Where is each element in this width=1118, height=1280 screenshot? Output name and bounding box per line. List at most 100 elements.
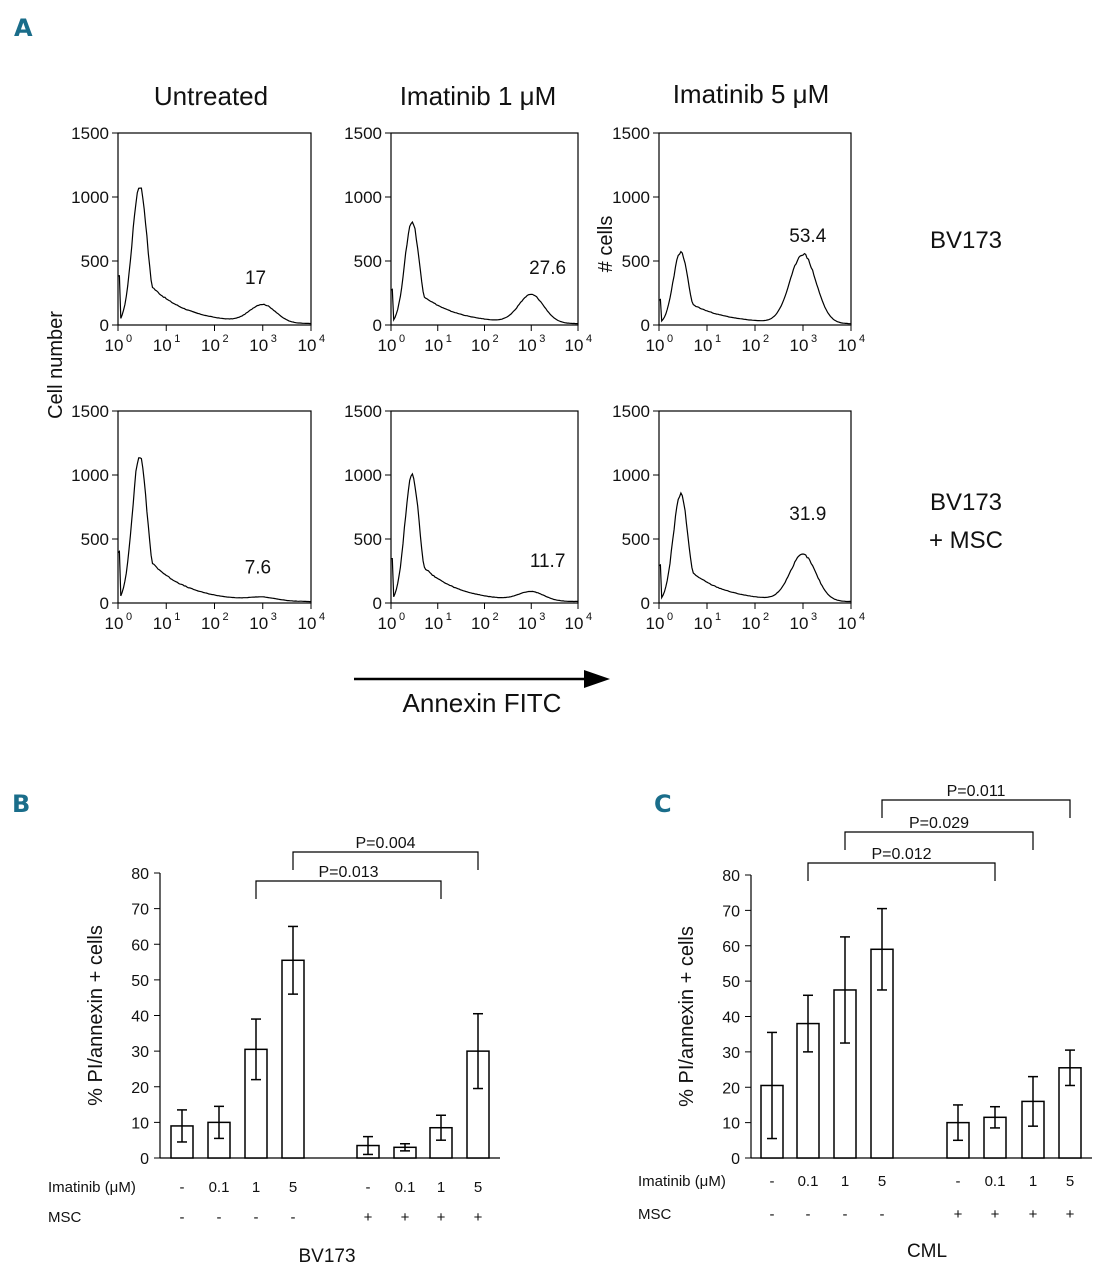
y-tick-label: 50 xyxy=(722,974,740,991)
imatinib-dose-label: 5 xyxy=(1066,1173,1074,1190)
x-tick-exponent: 1 xyxy=(446,333,452,345)
x-tick-label: 10 xyxy=(838,614,857,633)
y-tick-label: 80 xyxy=(131,866,149,883)
x-tick-label: 10 xyxy=(153,336,172,355)
msc-label: - xyxy=(217,1209,222,1226)
histogram-frame xyxy=(117,132,312,326)
x-tick-exponent: 2 xyxy=(492,611,498,623)
x-tick-label: 10 xyxy=(518,614,537,633)
y-tick-label: 20 xyxy=(722,1080,740,1097)
flow-y-label-alt: # cells xyxy=(595,216,617,273)
y-tick-label: 500 xyxy=(622,252,650,271)
y-tick-label: 40 xyxy=(131,1009,149,1026)
x-tick-exponent: 3 xyxy=(271,333,277,345)
x-tick-label: 10 xyxy=(105,614,124,633)
y-tick-label: 500 xyxy=(622,530,650,549)
p-value-label: P=0.012 xyxy=(871,846,931,863)
x-tick-exponent: 4 xyxy=(586,611,592,623)
x-tick-label: 10 xyxy=(790,614,809,633)
annexin-arrow-head xyxy=(584,670,610,688)
histogram-trace xyxy=(391,472,579,603)
y-tick-label: 60 xyxy=(131,937,149,954)
msc-label: + xyxy=(954,1206,963,1223)
histogram-trace xyxy=(390,220,578,325)
x-tick-label: 10 xyxy=(694,614,713,633)
imatinib-dose-label: 5 xyxy=(878,1173,886,1190)
msc-label: - xyxy=(843,1206,848,1223)
x-tick-label: 10 xyxy=(646,614,665,633)
x-tick-label: 10 xyxy=(646,336,665,355)
y-tick-label: 1500 xyxy=(612,124,650,143)
x-tick-label: 10 xyxy=(424,614,443,633)
x-tick-label: 10 xyxy=(694,336,713,355)
x-tick-exponent: 4 xyxy=(859,333,865,345)
p-value-bracket xyxy=(255,880,442,899)
x-tick-exponent: 1 xyxy=(174,333,180,345)
x-tick-label: 10 xyxy=(298,614,317,633)
imatinib-dose-label: 1 xyxy=(841,1173,849,1190)
histogram-frame xyxy=(390,410,579,604)
y-tick-label: 30 xyxy=(131,1044,149,1061)
column-title-untreated: Untreated xyxy=(154,81,268,111)
imatinib-dose-label: 1 xyxy=(437,1179,445,1196)
y-tick-label: 70 xyxy=(131,902,149,919)
y-tick-label: 0 xyxy=(373,594,382,613)
y-tick-label: 1000 xyxy=(71,466,109,485)
y-tick-label: 500 xyxy=(354,252,382,271)
x-tick-exponent: 3 xyxy=(811,333,817,345)
y-tick-label: 500 xyxy=(354,530,382,549)
x-tick-exponent: 3 xyxy=(539,611,545,623)
y-tick-label: 1000 xyxy=(344,188,382,207)
imatinib-dose-label: - xyxy=(180,1179,185,1196)
x-tick-label: 10 xyxy=(471,614,490,633)
group-label: BV173 xyxy=(298,1246,355,1267)
imatinib-dose-label: - xyxy=(366,1179,371,1196)
y-tick-label: 30 xyxy=(722,1045,740,1062)
imatinib-dose-label: 5 xyxy=(289,1179,297,1196)
y-tick-label: 80 xyxy=(722,868,740,885)
y-tick-label: 0 xyxy=(373,316,382,335)
bar-chart-cml: 0 10 20 30 40 50 60 70 80 % PI/annexin + cells - - 0… xyxy=(638,783,1092,1262)
histogram-frame xyxy=(390,132,579,326)
msc-label: + xyxy=(364,1209,373,1226)
x-tick-label: 10 xyxy=(201,336,220,355)
row-label-bv173: BV173 xyxy=(930,227,1002,254)
bar-chart-bv173: 0 10 20 30 40 50 60 70 80 % PI/annexin + cells - - 0… xyxy=(48,835,500,1267)
apoptosis-percentage: 53.4 xyxy=(789,226,826,247)
imatinib-dose-label: 0.1 xyxy=(209,1179,230,1196)
y-tick-label: 1500 xyxy=(71,402,109,421)
flow-y-label: Cell number xyxy=(45,311,67,419)
x-tick-exponent: 0 xyxy=(667,611,673,623)
y-tick-label: 1500 xyxy=(71,124,109,143)
x-tick-exponent: 4 xyxy=(859,611,865,623)
msc-label: - xyxy=(254,1209,259,1226)
x-tick-exponent: 1 xyxy=(174,611,180,623)
x-tick-exponent: 2 xyxy=(222,611,228,623)
p-value-label: P=0.004 xyxy=(355,835,415,852)
y-tick-label: 10 xyxy=(722,1116,740,1133)
x-tick-exponent: 0 xyxy=(667,333,673,345)
x-tick-label: 10 xyxy=(790,336,809,355)
x-tick-exponent: 4 xyxy=(319,333,325,345)
y-tick-label: 50 xyxy=(131,973,149,990)
imatinib-dose-label: 1 xyxy=(1029,1173,1037,1190)
y-tick-label: 1000 xyxy=(612,466,650,485)
histogram-trace xyxy=(658,250,851,325)
x-tick-label: 10 xyxy=(424,336,443,355)
msc-label: + xyxy=(1029,1206,1038,1223)
x-tick-exponent: 2 xyxy=(492,333,498,345)
x-tick-label: 10 xyxy=(153,614,172,633)
p-value-label: P=0.011 xyxy=(947,783,1006,800)
y-tick-label: 1000 xyxy=(344,466,382,485)
x-tick-exponent: 1 xyxy=(715,333,721,345)
msc-label: + xyxy=(991,1206,1000,1223)
x-tick-label: 10 xyxy=(105,336,124,355)
msc-row-label: MSC xyxy=(48,1209,82,1226)
y-tick-label: 60 xyxy=(722,939,740,956)
x-tick-exponent: 3 xyxy=(811,611,817,623)
x-tick-label: 10 xyxy=(298,336,317,355)
